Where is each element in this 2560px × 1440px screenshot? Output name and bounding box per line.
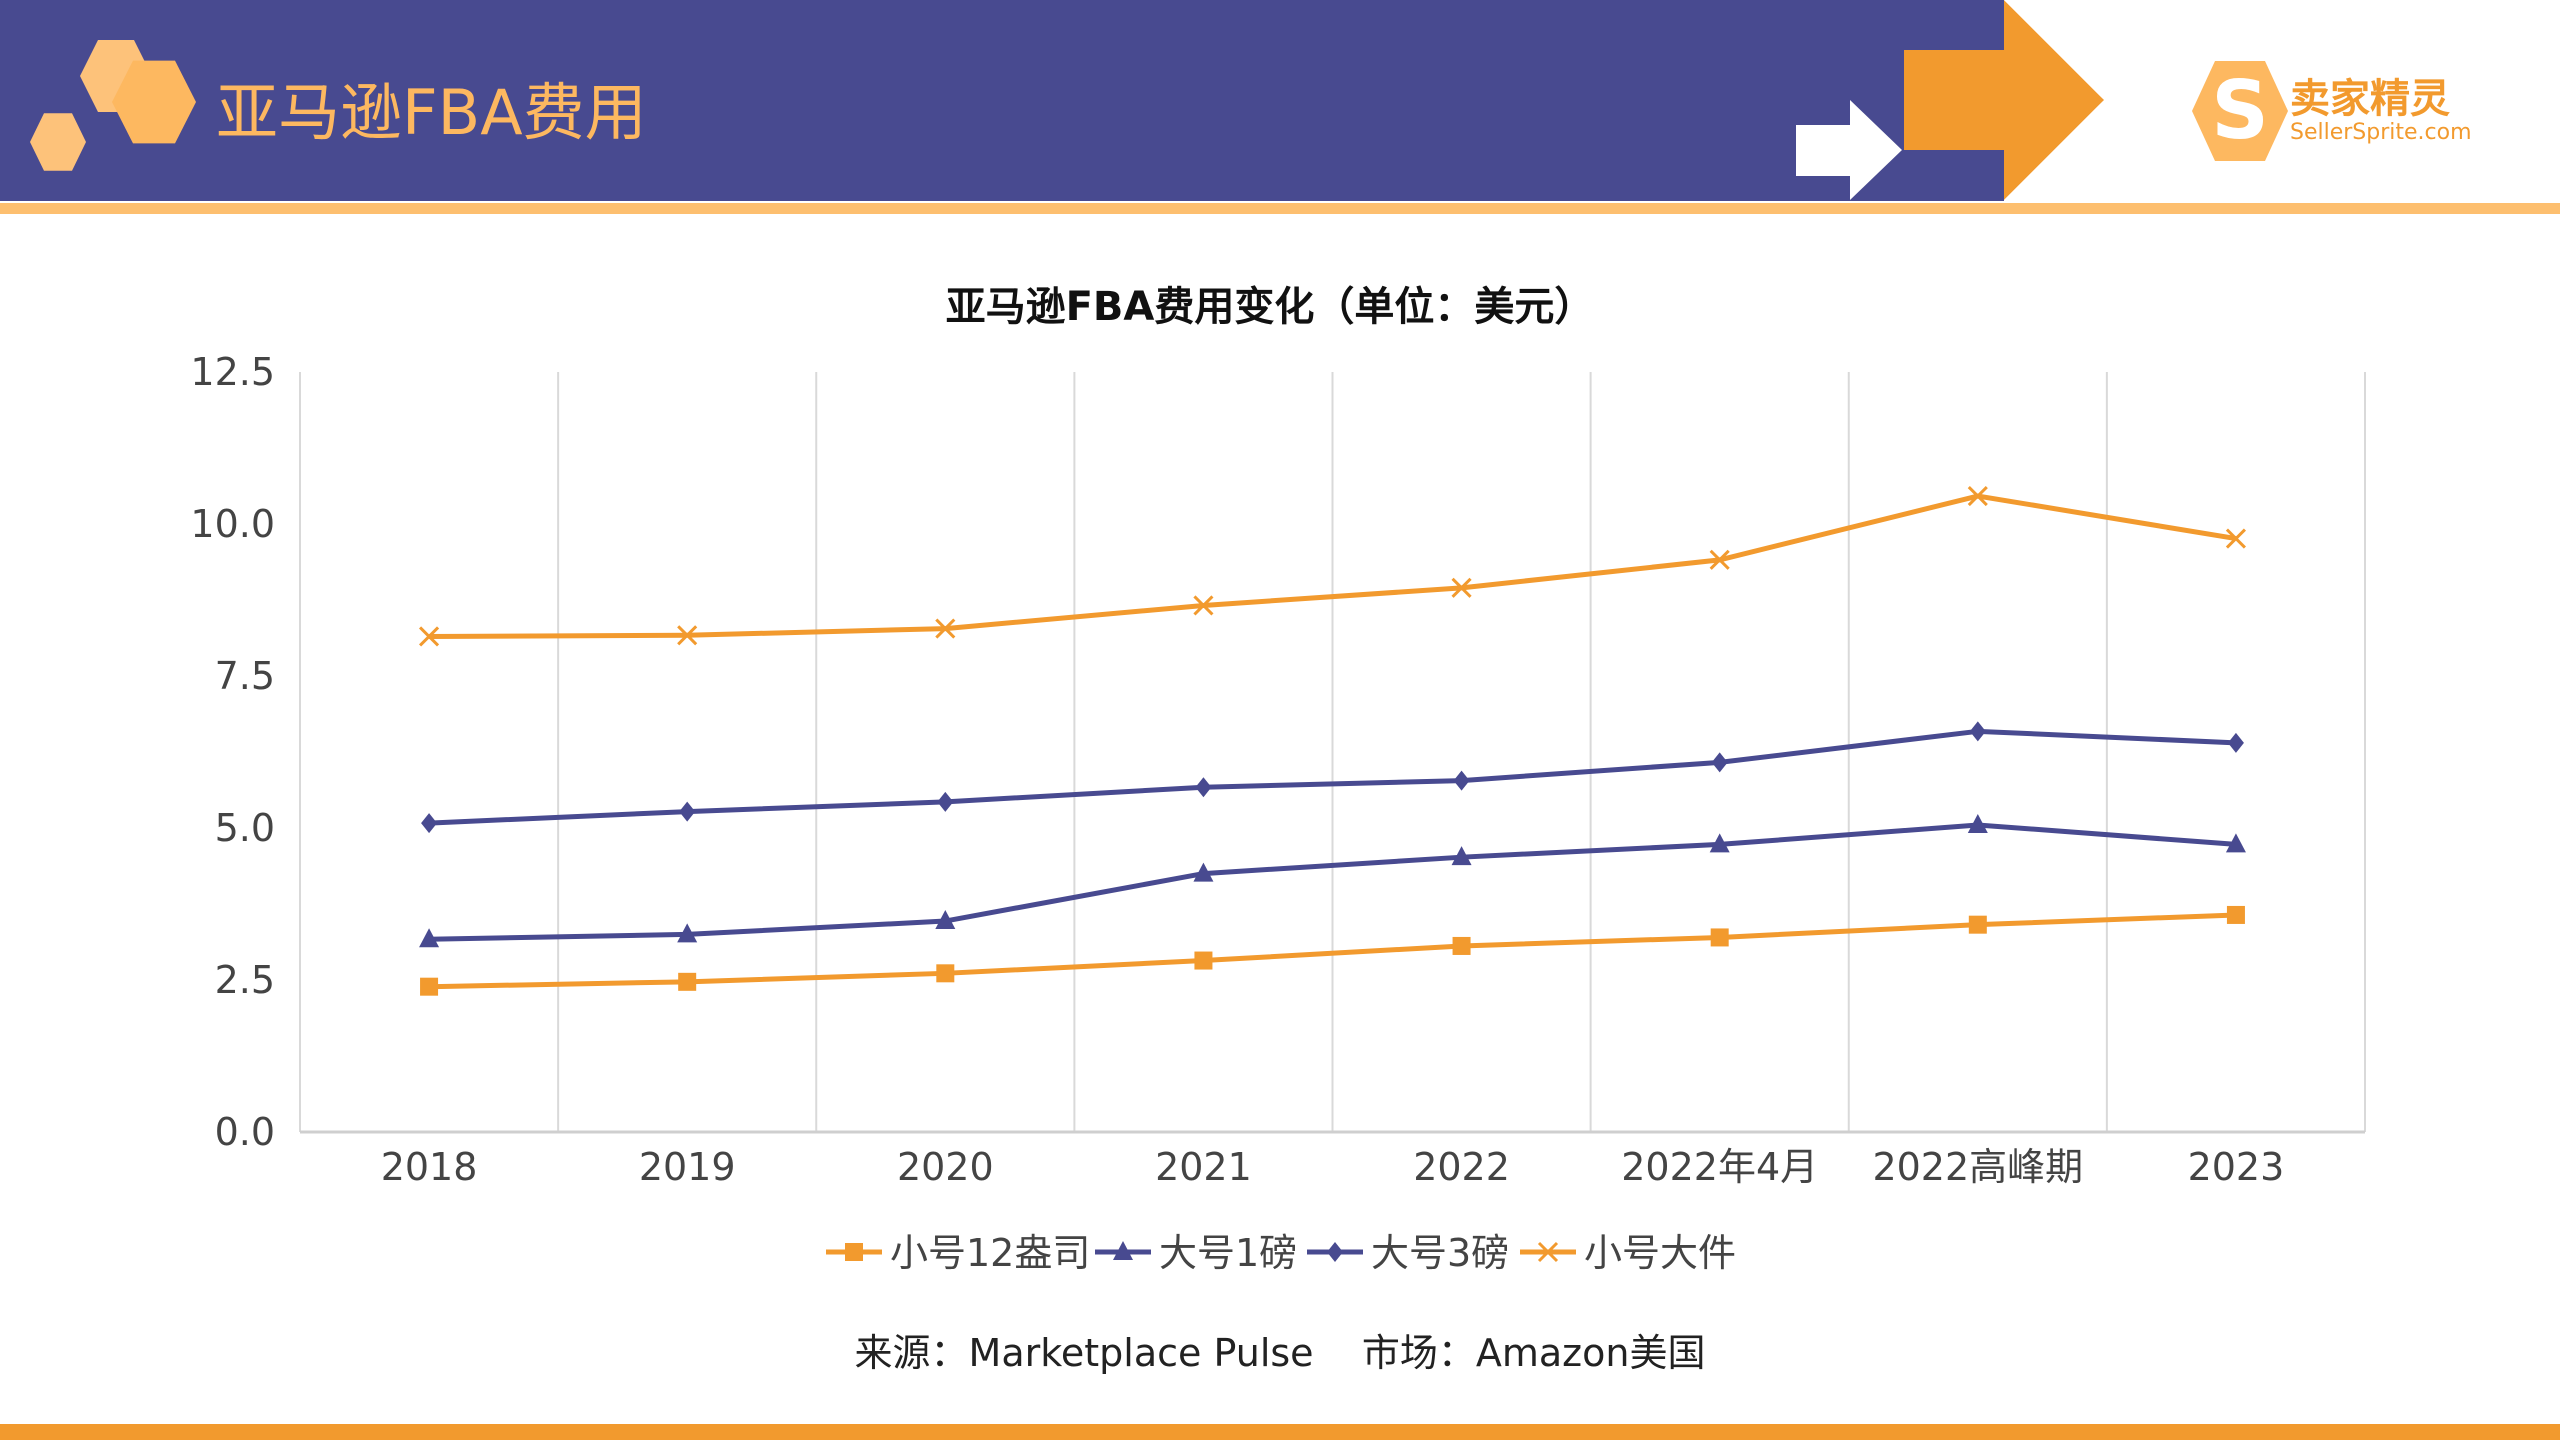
x-tick-label: 2022 [1413,1145,1510,1189]
data-point-diamond [937,791,954,812]
y-tick-label: 12.5 [190,350,275,394]
legend-marker-triangle [1113,1241,1133,1260]
logo-text: 卖家精灵 [2290,76,2450,122]
data-point-x [677,625,698,646]
series-line [428,728,2237,826]
series-line [429,912,2237,990]
chart-title: 亚马逊FBA费用变化（单位：美元） [946,284,1595,330]
legend-label: 小号大件 [1584,1231,1736,1275]
svg-text:S: S [2211,64,2269,157]
header-banner [0,0,2004,201]
data-point-diamond [421,813,438,834]
x-tick-label: 2020 [897,1145,994,1189]
x-tick-label: 2018 [381,1145,478,1189]
x-tick-label: 2019 [639,1145,736,1189]
source-note: 来源：Marketplace Pulse 市场：Amazon美国 [854,1331,1706,1375]
data-point-square [936,964,955,983]
y-tick-label: 0.0 [215,1110,275,1154]
data-point-square [1710,928,1729,947]
data-point-x [2225,528,2247,549]
legend-marker-square [845,1243,863,1261]
header-divider [0,203,2560,214]
data-point-triangle [1451,846,1472,866]
data-point-square [2226,905,2245,924]
data-point-square [420,977,439,996]
legend-label: 大号3磅 [1371,1231,1509,1275]
data-point-x [1709,549,1730,570]
data-point-square [1452,936,1471,955]
legend-label: 小号12盎司 [890,1231,1090,1275]
series-line [429,822,2237,942]
legend-label: 大号1磅 [1159,1231,1297,1275]
x-tick-label: 2022年4月 [1621,1145,1818,1189]
data-point-x [1451,577,1472,598]
data-point-diamond [2227,732,2244,753]
data-point-x [1193,595,1214,616]
legend-marker-x [1537,1241,1559,1263]
data-point-square [1968,915,1987,934]
y-tick-label: 2.5 [215,958,275,1002]
legend-marker-diamond [1327,1242,1343,1262]
x-tick-label: 2021 [1155,1145,1252,1189]
data-point-square [678,972,697,991]
data-point-triangle [1193,862,1214,882]
footer-bar [0,1424,2560,1440]
data-point-x [419,626,440,647]
sellersprite-logo-icon: S [2192,61,2288,161]
data-point-diamond [1195,777,1212,798]
data-point-diamond [679,801,696,822]
logo-subtext: SellerSprite.com [2290,120,2472,145]
x-tick-label: 2023 [2188,1145,2285,1189]
data-point-triangle [935,910,956,930]
y-tick-label: 5.0 [215,806,275,850]
data-point-triangle [2225,833,2246,853]
data-point-x [935,618,956,639]
data-point-triangle [677,923,698,943]
y-tick-label: 7.5 [215,654,275,698]
data-point-square [1194,951,1213,970]
data-point-diamond [1453,770,1470,791]
y-tick-label: 10.0 [190,502,275,546]
data-point-triangle [419,928,440,948]
series-line [429,493,2237,639]
data-point-triangle [1967,813,1988,833]
arrow-decoration [1796,0,2104,200]
data-point-triangle [1709,833,1730,853]
x-tick-label: 2022高峰期 [1872,1145,2083,1189]
data-point-diamond [1969,721,1986,742]
data-point-x [1967,485,1988,507]
data-point-diamond [1711,752,1728,773]
page-title: 亚马逊FBA费用 [216,76,647,149]
